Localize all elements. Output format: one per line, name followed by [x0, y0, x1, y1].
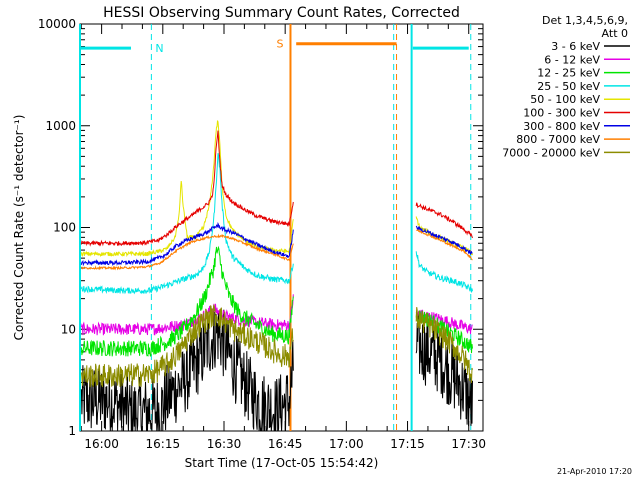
- x-tick-label: 16:45: [268, 437, 303, 451]
- x-tick-label: 17:15: [390, 437, 425, 451]
- legend-entry-label: 300 - 800 keV: [523, 120, 600, 133]
- legend-entry-label: 100 - 300 keV: [523, 107, 600, 120]
- series-line: [80, 120, 473, 258]
- y-tick-label: 1000: [45, 119, 76, 133]
- legend-header-att: Att 0: [602, 27, 628, 40]
- x-axis-label: Start Time (17-Oct-05 15:54:42): [185, 456, 379, 470]
- x-tick-label: 17:30: [451, 437, 486, 451]
- legend-entry-label: 800 - 7000 keV: [516, 133, 600, 146]
- legend-entry-label: 12 - 25 keV: [537, 67, 600, 80]
- footer-timestamp: 21-Apr-2010 17:20: [557, 467, 632, 476]
- y-tick-label: 10000: [38, 17, 76, 31]
- y-tick-label: 10: [61, 322, 76, 336]
- x-tick-label: 16:30: [207, 437, 242, 451]
- y-axis-label: Corrected Count Rate (s⁻¹ detector⁻¹): [12, 115, 26, 341]
- legend-entry-label: 6 - 12 keV: [544, 53, 600, 66]
- series-line: [80, 152, 473, 295]
- flag-label-n: N: [155, 42, 163, 55]
- series-line: [80, 294, 473, 336]
- series-line: [80, 307, 473, 433]
- x-tick-label: 16:00: [84, 437, 119, 451]
- series-line: [80, 304, 473, 388]
- x-tick-label: 17:00: [329, 437, 364, 451]
- series-line: [81, 228, 473, 271]
- legend-entry-label: 3 - 6 keV: [551, 40, 600, 53]
- legend-entry-label: 50 - 100 keV: [530, 93, 600, 106]
- y-tick-label: 100: [53, 221, 76, 235]
- y-tick-label: 1: [68, 424, 76, 438]
- chart-title: HESSI Observing Summary Count Rates, Cor…: [103, 5, 460, 21]
- series-line: [80, 130, 473, 247]
- x-tick-label: 16:15: [146, 437, 181, 451]
- flag-label-s: S: [276, 38, 283, 51]
- legend-header-det: Det 1,3,4,5,6,9,: [542, 14, 628, 27]
- series-line: [80, 222, 473, 267]
- legend-entry-label: 7000 - 20000 keV: [502, 146, 600, 159]
- legend-entry-label: 25 - 50 keV: [537, 80, 600, 93]
